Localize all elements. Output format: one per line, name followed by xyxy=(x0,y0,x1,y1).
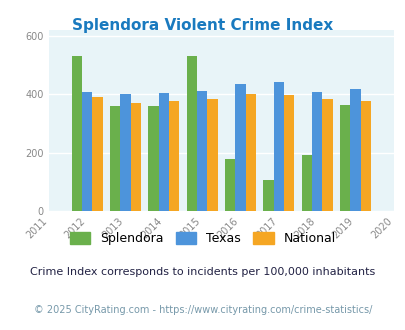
Text: Splendora Violent Crime Index: Splendora Violent Crime Index xyxy=(72,18,333,33)
Bar xyxy=(92,97,102,211)
Bar xyxy=(130,104,141,211)
Bar xyxy=(196,91,207,211)
Bar xyxy=(71,56,82,211)
Bar xyxy=(339,105,350,211)
Bar xyxy=(350,89,360,211)
Bar xyxy=(168,101,179,211)
Bar xyxy=(262,181,273,211)
Text: Crime Index corresponds to incidents per 100,000 inhabitants: Crime Index corresponds to incidents per… xyxy=(30,267,375,277)
Bar xyxy=(110,106,120,211)
Bar xyxy=(148,106,158,211)
Bar xyxy=(273,82,283,211)
Legend: Splendora, Texas, National: Splendora, Texas, National xyxy=(65,227,340,250)
Bar xyxy=(120,94,130,211)
Bar xyxy=(245,94,255,211)
Bar xyxy=(224,158,234,211)
Bar xyxy=(186,56,196,211)
Bar xyxy=(207,99,217,211)
Bar xyxy=(322,99,332,211)
Bar xyxy=(283,95,294,211)
Bar xyxy=(82,92,92,211)
Bar xyxy=(301,155,311,211)
Bar xyxy=(158,93,168,211)
Text: © 2025 CityRating.com - https://www.cityrating.com/crime-statistics/: © 2025 CityRating.com - https://www.city… xyxy=(34,305,371,315)
Bar xyxy=(234,84,245,211)
Bar xyxy=(360,101,370,211)
Bar xyxy=(311,92,322,211)
